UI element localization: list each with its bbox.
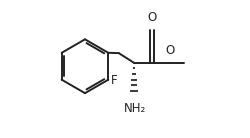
Text: O: O [147, 11, 156, 24]
Text: NH₂: NH₂ [124, 102, 146, 115]
Text: O: O [165, 44, 174, 57]
Text: F: F [111, 74, 118, 87]
